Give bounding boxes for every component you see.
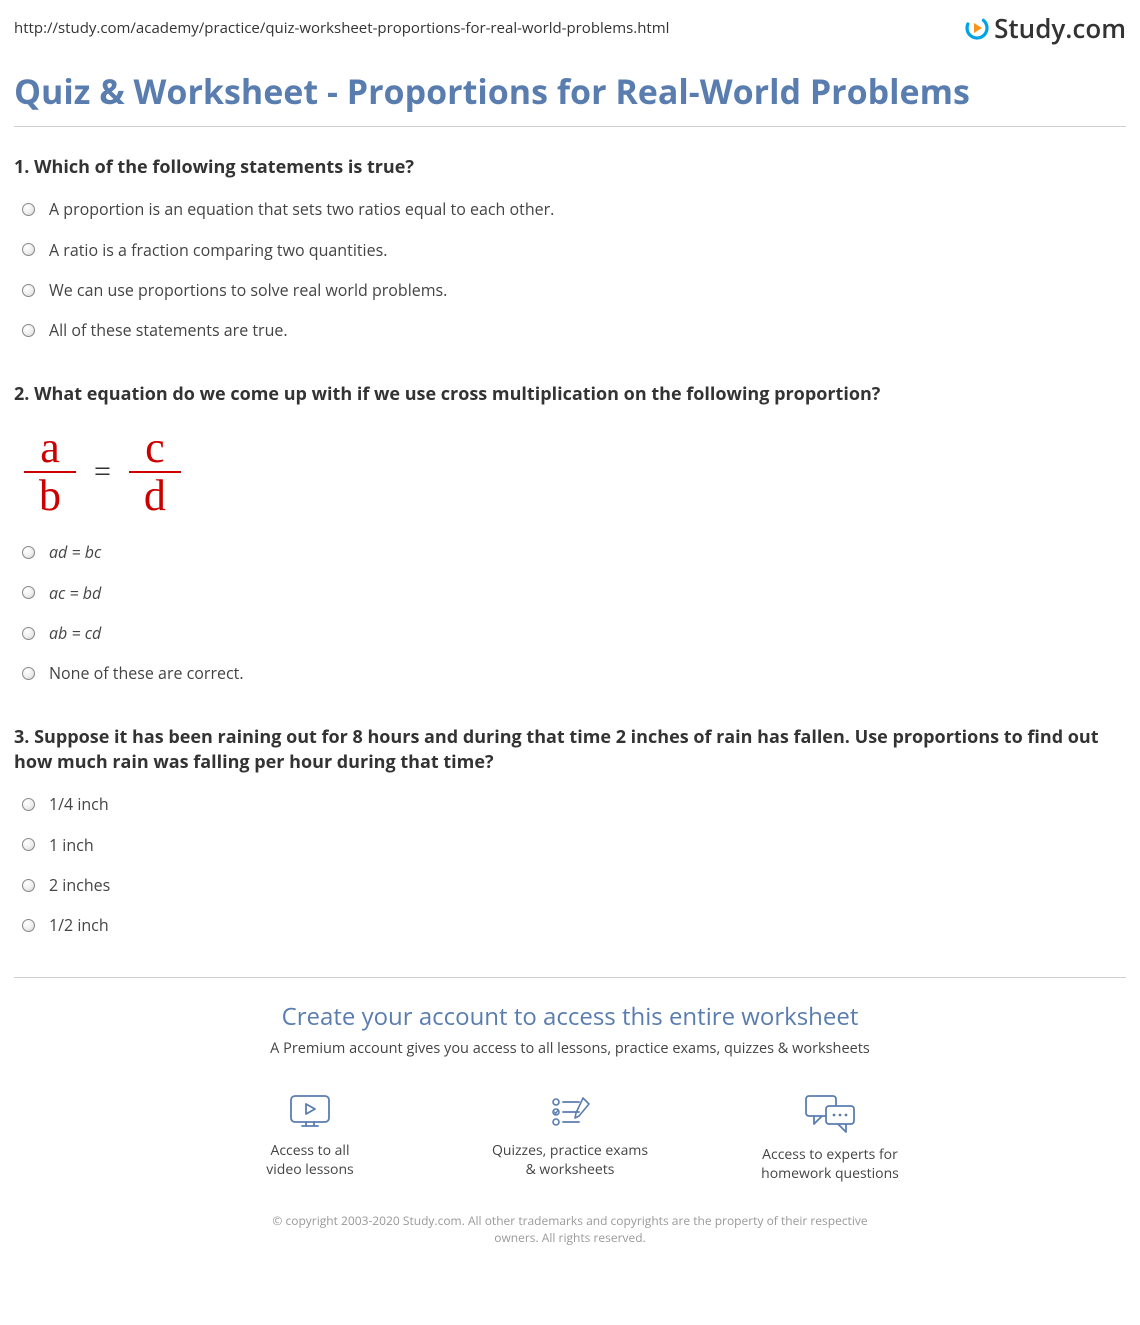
option[interactable]: 1 inch bbox=[22, 834, 1126, 856]
header-row: http://study.com/academy/practice/quiz-w… bbox=[14, 10, 1126, 46]
cta-subtitle: A Premium account gives you access to al… bbox=[14, 1039, 1126, 1059]
question-1-text: 1. Which of the following statements is … bbox=[14, 155, 1126, 180]
equals-sign: = bbox=[94, 451, 111, 493]
option[interactable]: A ratio is a fraction comparing two quan… bbox=[22, 239, 1126, 261]
question-3: 3. Suppose it has been raining out for 8… bbox=[14, 725, 1126, 937]
question-2: 2. What equation do we come up with if w… bbox=[14, 382, 1126, 685]
question-1-options: A proportion is an equation that sets tw… bbox=[14, 198, 1126, 342]
video-icon bbox=[285, 1092, 335, 1132]
option[interactable]: ac = bd bbox=[22, 582, 1126, 604]
radio-icon[interactable] bbox=[22, 284, 35, 297]
option[interactable]: 1/4 inch bbox=[22, 793, 1126, 815]
option[interactable]: We can use proportions to solve real wor… bbox=[22, 279, 1126, 301]
page-url: http://study.com/academy/practice/quiz-w… bbox=[14, 18, 669, 39]
logo-text: Study.com bbox=[994, 10, 1126, 46]
radio-icon[interactable] bbox=[22, 243, 35, 256]
radio-icon[interactable] bbox=[22, 324, 35, 337]
radio-icon[interactable] bbox=[22, 798, 35, 811]
chat-icon bbox=[802, 1092, 858, 1136]
cta-divider bbox=[14, 977, 1126, 978]
title-divider bbox=[14, 126, 1126, 127]
logo: Study.com bbox=[964, 10, 1126, 46]
option[interactable]: A proportion is an equation that sets tw… bbox=[22, 198, 1126, 220]
radio-icon[interactable] bbox=[22, 879, 35, 892]
fraction-left: a b bbox=[24, 425, 76, 519]
radio-icon[interactable] bbox=[22, 919, 35, 932]
copyright: © copyright 2003-2020 Study.com. All oth… bbox=[260, 1213, 880, 1247]
feature-experts: Access to experts for homework questions bbox=[745, 1092, 915, 1184]
cta-section: Create your account to access this entir… bbox=[14, 1000, 1126, 1247]
features-row: Access to all video lessons Quizzes, pra… bbox=[14, 1092, 1126, 1184]
radio-icon[interactable] bbox=[22, 627, 35, 640]
question-3-text: 3. Suppose it has been raining out for 8… bbox=[14, 725, 1126, 775]
radio-icon[interactable] bbox=[22, 586, 35, 599]
cta-title: Create your account to access this entir… bbox=[14, 1000, 1126, 1034]
radio-icon[interactable] bbox=[22, 838, 35, 851]
feature-quizzes: Quizzes, practice exams & worksheets bbox=[485, 1092, 655, 1184]
option[interactable]: ab = cd bbox=[22, 622, 1126, 644]
equation-image: a b = c d bbox=[24, 425, 1126, 519]
fraction-right: c d bbox=[129, 425, 181, 519]
radio-icon[interactable] bbox=[22, 667, 35, 680]
logo-icon bbox=[964, 15, 990, 41]
option[interactable]: All of these statements are true. bbox=[22, 319, 1126, 341]
radio-icon[interactable] bbox=[22, 203, 35, 216]
question-3-options: 1/4 inch 1 inch 2 inches 1/2 inch bbox=[14, 793, 1126, 937]
option[interactable]: ad = bc bbox=[22, 541, 1126, 563]
checklist-icon bbox=[545, 1092, 595, 1132]
radio-icon[interactable] bbox=[22, 546, 35, 559]
option[interactable]: 1/2 inch bbox=[22, 914, 1126, 936]
option[interactable]: None of these are correct. bbox=[22, 662, 1126, 684]
question-1: 1. Which of the following statements is … bbox=[14, 155, 1126, 342]
question-2-text: 2. What equation do we come up with if w… bbox=[14, 382, 1126, 407]
page-title: Quiz & Worksheet - Proportions for Real-… bbox=[14, 68, 1126, 116]
question-2-options: ad = bc ac = bd ab = cd None of these ar… bbox=[14, 541, 1126, 685]
feature-video: Access to all video lessons bbox=[225, 1092, 395, 1184]
option[interactable]: 2 inches bbox=[22, 874, 1126, 896]
